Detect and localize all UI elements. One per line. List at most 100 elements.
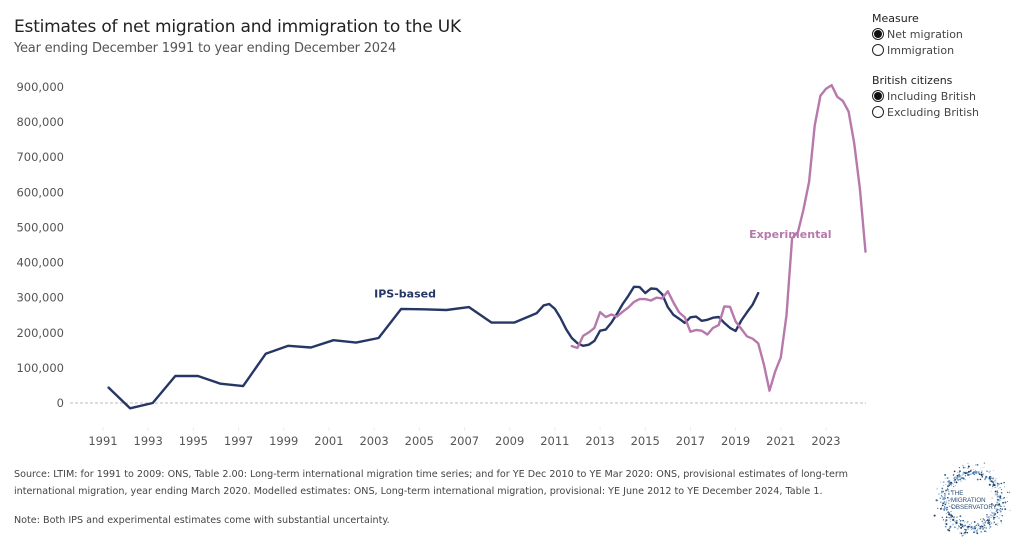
- data-point: [638, 286, 640, 288]
- data-point: [717, 316, 719, 318]
- radio-excluding-british[interactable]: Excluding British: [872, 104, 979, 120]
- data-point: [610, 313, 612, 315]
- data-point: [605, 316, 607, 318]
- data-point: [825, 88, 827, 90]
- data-point: [655, 288, 657, 290]
- measure-filter-title: Measure: [872, 12, 919, 25]
- data-point: [332, 339, 334, 341]
- source-line-2: international migration, year ending Mar…: [14, 486, 823, 497]
- data-point: [644, 298, 646, 300]
- data-point: [780, 356, 782, 358]
- x-tick-label: 2011: [540, 434, 569, 448]
- radio-immigration[interactable]: Immigration: [872, 42, 963, 58]
- data-point: [774, 370, 776, 372]
- data-point: [582, 345, 584, 347]
- data-point: [740, 319, 742, 321]
- data-point: [678, 311, 680, 313]
- data-point: [785, 314, 787, 316]
- data-point: [576, 347, 578, 349]
- y-tick-label: 700,000: [16, 150, 64, 164]
- data-point: [423, 308, 425, 310]
- data-point: [445, 309, 447, 311]
- radio-checked-icon[interactable]: [872, 28, 884, 40]
- y-tick-label: 300,000: [16, 291, 64, 305]
- source-note: Source: LTIM: for 1991 to 2009: ONS, Tab…: [14, 466, 914, 500]
- data-point: [650, 299, 652, 301]
- x-tick-label: 2023: [811, 434, 840, 448]
- data-point: [310, 346, 312, 348]
- logo-line-3: OBSERVATORY: [951, 504, 997, 511]
- data-point: [701, 320, 703, 322]
- data-point: [536, 312, 538, 314]
- data-point: [802, 209, 804, 211]
- data-point: [706, 319, 708, 321]
- data-point: [689, 331, 691, 333]
- data-point: [734, 330, 736, 332]
- y-tick-label: 200,000: [16, 326, 64, 340]
- data-point: [819, 95, 821, 97]
- series-line-ips-based: [107, 285, 760, 410]
- data-point: [627, 295, 629, 297]
- radio-net-migration[interactable]: Net migration: [872, 26, 963, 42]
- data-point: [746, 335, 748, 337]
- data-point: [582, 335, 584, 337]
- y-tick-label: 900,000: [16, 80, 64, 94]
- data-point: [468, 306, 470, 308]
- x-tick-label: 1991: [88, 434, 117, 448]
- data-point: [633, 301, 635, 303]
- measure-filter: Measure Net migration Immigration: [872, 12, 963, 58]
- data-point: [571, 345, 573, 347]
- data-point: [638, 298, 640, 300]
- data-point: [661, 297, 663, 299]
- radio-checked-icon[interactable]: [872, 90, 884, 102]
- y-tick-label: 600,000: [16, 185, 64, 199]
- data-point: [768, 390, 770, 392]
- data-point: [107, 386, 109, 388]
- series-annotation-label: Experimental: [749, 228, 831, 241]
- uncertainty-note: Note: Both IPS and experimental estimate…: [14, 515, 390, 526]
- data-point: [853, 142, 855, 144]
- data-point: [621, 311, 623, 313]
- radio-unchecked-icon[interactable]: [872, 106, 884, 118]
- data-point: [672, 314, 674, 316]
- logo-line-2: MIGRATION: [951, 497, 986, 504]
- data-point: [751, 338, 753, 340]
- data-point: [355, 341, 357, 343]
- data-point: [627, 306, 629, 308]
- series-layer: [107, 83, 867, 410]
- data-point: [599, 329, 601, 331]
- migration-observatory-logo: THE MIGRATION OBSERVATORY: [933, 462, 1011, 537]
- y-tick-label: 400,000: [16, 256, 64, 270]
- data-point: [571, 337, 573, 339]
- y-tick-label: 100,000: [16, 361, 64, 375]
- radio-including-british[interactable]: Including British: [872, 88, 979, 104]
- x-tick-label: 1999: [269, 434, 298, 448]
- radio-label: Excluding British: [887, 105, 980, 119]
- data-point: [695, 329, 697, 331]
- data-point: [588, 344, 590, 346]
- data-point: [864, 250, 866, 252]
- data-point: [678, 318, 680, 320]
- data-point: [751, 303, 753, 305]
- data-point: [633, 286, 635, 288]
- x-tick-label: 2001: [314, 434, 343, 448]
- data-point: [723, 305, 725, 307]
- data-point: [706, 333, 708, 335]
- data-point: [723, 322, 725, 324]
- data-point: [729, 306, 731, 308]
- data-point: [593, 327, 595, 329]
- data-point: [605, 328, 607, 330]
- series-annotation-label: IPS-based: [374, 288, 436, 301]
- x-tick-label: 2013: [585, 434, 614, 448]
- source-line-1: Source: LTIM: for 1991 to 2009: ONS, Tab…: [14, 469, 848, 480]
- data-point: [588, 331, 590, 333]
- data-point: [152, 402, 154, 404]
- radio-unchecked-icon[interactable]: [872, 44, 884, 56]
- data-point: [667, 290, 669, 292]
- data-point: [650, 287, 652, 289]
- data-point: [814, 124, 816, 126]
- x-tick-label: 2019: [721, 434, 750, 448]
- radio-label: Including British: [887, 89, 976, 103]
- data-point: [242, 385, 244, 387]
